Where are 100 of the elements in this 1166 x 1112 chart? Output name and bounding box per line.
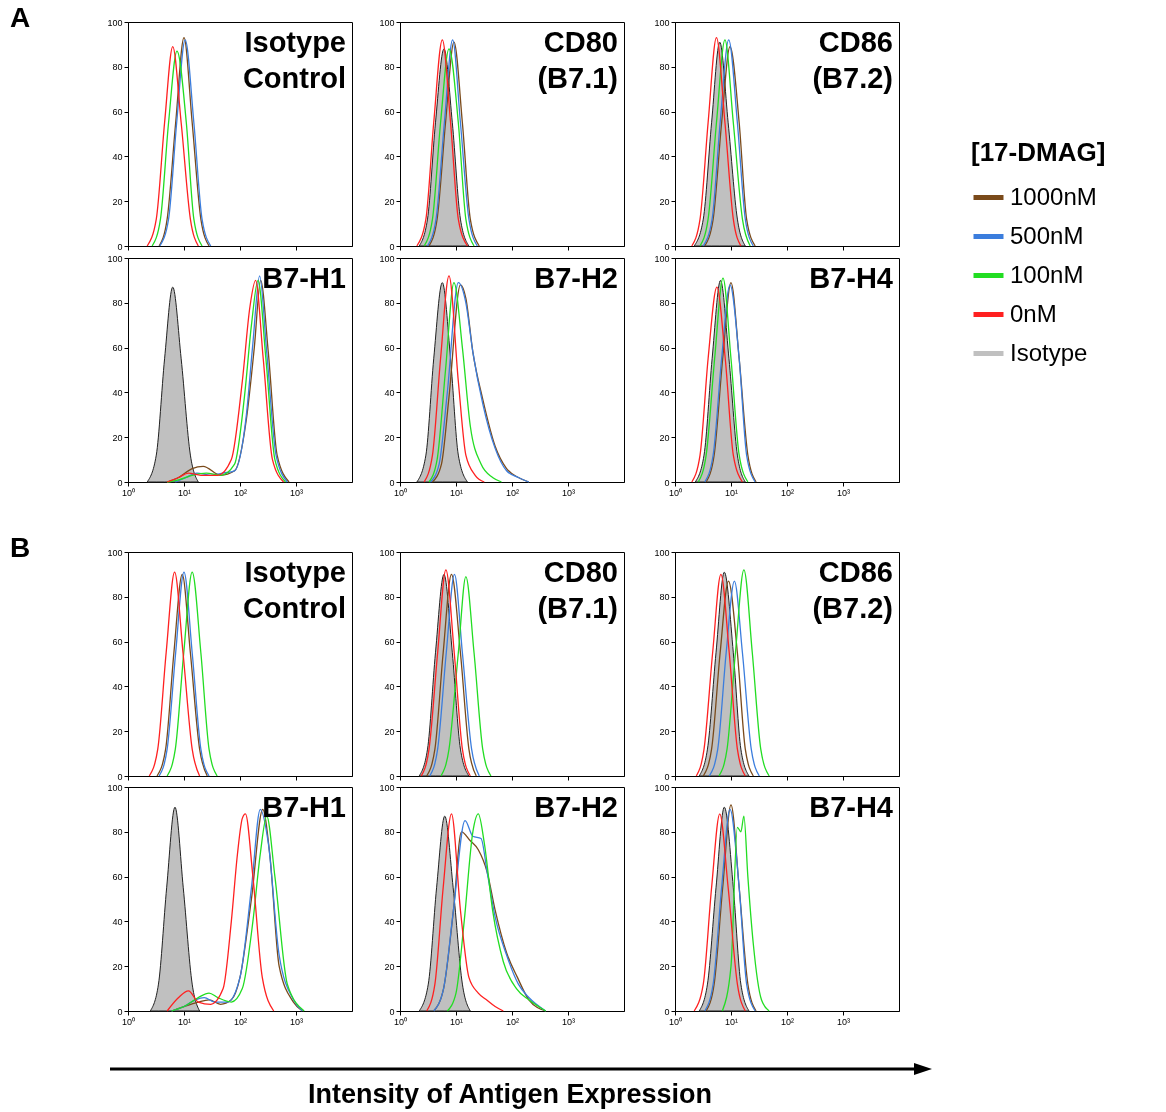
text: B bbox=[10, 532, 31, 564]
y-tick-label: 40 bbox=[384, 151, 395, 162]
line-series bbox=[708, 580, 760, 777]
y-tick-label: 40 bbox=[659, 916, 670, 927]
y-tick-label: 40 bbox=[659, 387, 670, 398]
legend-title: [17-DMAG] bbox=[971, 137, 1106, 167]
text: Isotype Control bbox=[242, 556, 346, 624]
text: CD86 (B7.2) bbox=[812, 556, 893, 624]
x-tick-label: 10⁰ bbox=[121, 487, 136, 498]
y-tick-label: 80 bbox=[659, 592, 670, 603]
y-tick-label: 60 bbox=[112, 637, 123, 648]
y-tick-label: 0 bbox=[117, 477, 123, 488]
x-tick-label: 10⁰ bbox=[668, 487, 683, 498]
y-tick-label: 80 bbox=[112, 298, 123, 309]
x-tick-label: 10¹ bbox=[177, 1016, 192, 1027]
line-series bbox=[440, 575, 492, 777]
line-series bbox=[423, 275, 485, 483]
text: CD80 (B7.1) bbox=[537, 26, 618, 94]
y-tick-label: 0 bbox=[117, 241, 123, 252]
y-tick-label: 100 bbox=[379, 17, 395, 28]
y-tick-label: 0 bbox=[389, 1006, 395, 1017]
y-tick-label: 40 bbox=[112, 387, 123, 398]
y-tick-label: 0 bbox=[117, 1006, 123, 1017]
legend-label: 1000nM bbox=[1010, 182, 1097, 210]
y-tick-label: 0 bbox=[389, 241, 395, 252]
x-tick-label: 10³ bbox=[289, 487, 304, 498]
y-tick-label: 60 bbox=[659, 872, 670, 883]
y-tick-label: 80 bbox=[659, 298, 670, 309]
y-tick-label: 20 bbox=[112, 961, 123, 972]
y-tick-label: 0 bbox=[664, 1006, 670, 1017]
y-tick-label: 40 bbox=[384, 387, 395, 398]
line-series bbox=[426, 813, 504, 1012]
text: Isotype Control bbox=[242, 26, 346, 94]
y-tick-label: 60 bbox=[659, 637, 670, 648]
y-tick-label: 100 bbox=[654, 253, 670, 264]
x-tick-label: 10³ bbox=[836, 1016, 851, 1027]
y-tick-label: 20 bbox=[112, 726, 123, 737]
y-tick-label: 40 bbox=[659, 681, 670, 692]
y-tick-label: 0 bbox=[389, 477, 395, 488]
x-tick-label: 10⁰ bbox=[668, 1016, 683, 1027]
y-tick-label: 40 bbox=[112, 916, 123, 927]
y-tick-label: 100 bbox=[107, 17, 123, 28]
line-series bbox=[166, 571, 218, 777]
legend-label: 500nM bbox=[1010, 221, 1084, 249]
x-tick-label: 10² bbox=[233, 487, 248, 498]
x-tick-label: 10³ bbox=[561, 1016, 576, 1027]
y-tick-label: 20 bbox=[659, 726, 670, 737]
chart-title: B7-H1 bbox=[262, 791, 346, 823]
y-tick-label: 100 bbox=[379, 547, 395, 558]
line-series bbox=[148, 571, 201, 777]
x-tick-label: 10⁰ bbox=[121, 1016, 136, 1027]
legend-label: 0nM bbox=[1010, 299, 1057, 327]
y-tick-label: 40 bbox=[659, 151, 670, 162]
text: CD80 (B7.1) bbox=[537, 556, 618, 624]
y-tick-label: 60 bbox=[659, 107, 670, 118]
y-tick-label: 100 bbox=[654, 17, 670, 28]
x-tick-label: 10² bbox=[780, 1016, 795, 1027]
y-tick-label: 60 bbox=[384, 107, 395, 118]
y-tick-label: 40 bbox=[112, 151, 123, 162]
y-tick-label: 80 bbox=[384, 827, 395, 838]
chart-title: B7-H2 bbox=[534, 791, 618, 823]
y-tick-label: 20 bbox=[659, 432, 670, 443]
y-tick-label: 80 bbox=[384, 592, 395, 603]
chart-title: B7-H2 bbox=[534, 262, 618, 294]
x-tick-label: 10¹ bbox=[449, 487, 464, 498]
y-tick-label: 80 bbox=[112, 592, 123, 603]
text: A bbox=[10, 2, 31, 34]
chart-title: B7-H4 bbox=[809, 262, 893, 294]
y-tick-label: 0 bbox=[117, 771, 123, 782]
y-tick-label: 0 bbox=[664, 771, 670, 782]
x-tick-label: 10¹ bbox=[177, 487, 192, 498]
chart-title: B7-H4 bbox=[809, 791, 893, 823]
line-series bbox=[702, 580, 754, 777]
y-tick-label: 60 bbox=[112, 343, 123, 354]
x-tick-label: 10³ bbox=[289, 1016, 304, 1027]
y-tick-label: 20 bbox=[384, 432, 395, 443]
y-tick-label: 80 bbox=[384, 298, 395, 309]
y-tick-label: 20 bbox=[112, 196, 123, 207]
y-tick-label: 100 bbox=[107, 253, 123, 264]
y-tick-label: 80 bbox=[112, 62, 123, 73]
x-tick-label: 10¹ bbox=[449, 1016, 464, 1027]
y-tick-label: 100 bbox=[654, 782, 670, 793]
y-tick-label: 0 bbox=[664, 477, 670, 488]
y-tick-label: 60 bbox=[112, 872, 123, 883]
y-tick-label: 40 bbox=[384, 681, 395, 692]
y-tick-label: 20 bbox=[659, 961, 670, 972]
y-tick-label: 80 bbox=[384, 62, 395, 73]
y-tick-label: 60 bbox=[659, 343, 670, 354]
x-tick-label: 10² bbox=[505, 1016, 520, 1027]
y-tick-label: 100 bbox=[107, 782, 123, 793]
y-tick-label: 20 bbox=[384, 961, 395, 972]
y-tick-label: 60 bbox=[112, 107, 123, 118]
x-axis-title: Intensity of Antigen Expression bbox=[307, 1079, 713, 1110]
y-tick-label: 40 bbox=[112, 681, 123, 692]
y-tick-label: 80 bbox=[659, 827, 670, 838]
y-tick-label: 0 bbox=[389, 771, 395, 782]
y-tick-label: 60 bbox=[384, 872, 395, 883]
x-tick-label: 10² bbox=[780, 487, 795, 498]
y-tick-label: 20 bbox=[384, 726, 395, 737]
y-tick-label: 100 bbox=[379, 782, 395, 793]
